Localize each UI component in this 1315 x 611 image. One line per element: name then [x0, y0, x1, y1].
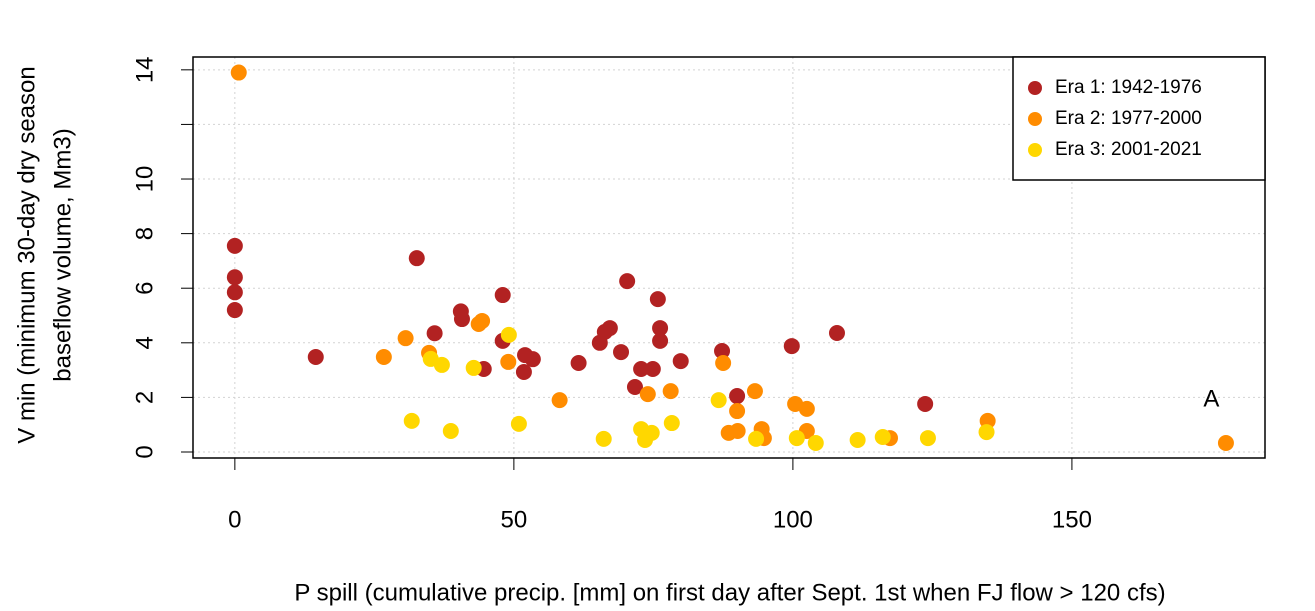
point: [919, 430, 936, 447]
point: [729, 388, 746, 405]
y-tick-label: 8: [131, 227, 158, 240]
point: [515, 364, 532, 381]
point: [375, 348, 392, 365]
y-tick-label: 2: [131, 391, 158, 404]
point: [307, 348, 324, 365]
x-tick-label: 0: [228, 506, 241, 533]
point: [465, 359, 482, 376]
point: [474, 312, 491, 329]
x-tick-label: 150: [1052, 506, 1092, 533]
point: [729, 422, 746, 439]
point: [649, 291, 666, 308]
point: [643, 424, 660, 441]
point: [798, 400, 815, 417]
point: [601, 320, 618, 337]
point: [226, 302, 243, 319]
y-axis-label: baseflow volume, Mm3): [49, 128, 76, 381]
point: [551, 392, 568, 409]
point: [426, 325, 443, 342]
plot-frame: [192, 56, 1266, 459]
point: [710, 392, 727, 409]
point: [652, 320, 669, 337]
point: [442, 422, 459, 439]
point: [613, 344, 630, 361]
point: [595, 430, 612, 447]
y-tick-label: 0: [131, 445, 158, 458]
point: [453, 311, 470, 328]
point: [639, 386, 656, 403]
point: [230, 64, 247, 81]
point: [783, 338, 800, 355]
point: [672, 353, 689, 370]
point: [849, 431, 866, 448]
point: [714, 342, 731, 359]
point: [626, 379, 643, 396]
point: [510, 415, 527, 432]
point: [917, 395, 934, 412]
point: [570, 355, 587, 372]
y-tick-label: 10: [131, 166, 158, 193]
point: [978, 424, 995, 441]
y-tick-label: 14: [131, 56, 158, 83]
point: [807, 434, 824, 451]
legend-marker: [1028, 143, 1042, 157]
point: [397, 330, 414, 347]
legend-marker: [1028, 112, 1042, 126]
point: [1217, 434, 1234, 451]
point: [500, 353, 517, 370]
point: [729, 403, 746, 420]
legend-label: Era 3: 2001-2021: [1055, 139, 1202, 160]
point: [828, 324, 845, 341]
point: [403, 412, 420, 429]
point: [494, 287, 511, 304]
point: [524, 351, 541, 368]
point: [662, 383, 679, 400]
point: [226, 269, 243, 286]
point: [433, 356, 450, 373]
legend-label: Era 2: 1977-2000: [1055, 108, 1202, 129]
point: [226, 237, 243, 254]
y-tick-label: 4: [131, 336, 158, 349]
y-tick-label: 6: [131, 282, 158, 295]
x-tick-label: 100: [773, 506, 813, 533]
legend-marker: [1028, 81, 1042, 95]
point: [619, 273, 636, 290]
point: [748, 430, 765, 447]
x-tick-label: 50: [501, 506, 528, 533]
point: [633, 361, 650, 378]
legend-box: [1012, 56, 1266, 181]
point: [874, 428, 891, 445]
legend-label: Era 1: 1942-1976: [1055, 77, 1202, 98]
point: [788, 430, 805, 447]
point: [663, 415, 680, 432]
point: [652, 332, 669, 349]
point: [715, 355, 732, 372]
point: [500, 326, 517, 343]
point: [644, 361, 661, 378]
point: [408, 250, 425, 267]
x-axis-label: P spill (cumulative precip. [mm] on firs…: [294, 579, 1165, 606]
point: [226, 284, 243, 301]
annotation: A: [1203, 385, 1219, 412]
y-axis-label: V min (minimum 30-day dry season: [13, 66, 40, 443]
point: [746, 383, 763, 400]
